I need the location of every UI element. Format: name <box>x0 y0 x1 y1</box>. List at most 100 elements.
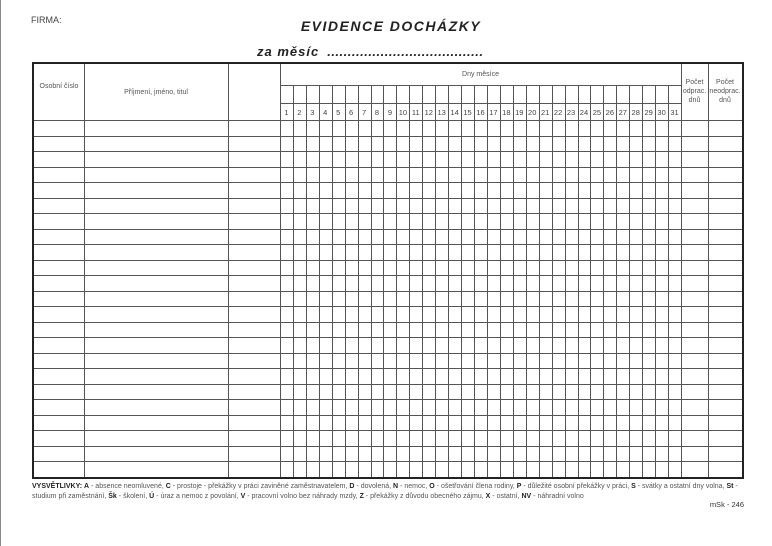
day-divider <box>552 85 553 477</box>
day-number: 13 <box>437 108 446 117</box>
day-divider <box>306 85 307 477</box>
day-number: 3 <box>310 108 315 117</box>
row-divider <box>34 353 742 354</box>
day-divider <box>461 85 462 477</box>
day-number: 15 <box>463 108 472 117</box>
legend-text: nemoc, <box>404 483 428 490</box>
day-divider <box>383 85 384 477</box>
row-divider <box>34 260 742 261</box>
legend-text: úraz a nemoc z povolání, <box>160 493 239 500</box>
day-divider <box>448 85 449 477</box>
legend-code: V <box>240 493 246 500</box>
day-divider <box>409 85 410 477</box>
row-divider <box>34 461 742 462</box>
legend-code: Z <box>359 493 364 500</box>
legend-code: D <box>349 483 355 490</box>
row-divider <box>34 182 742 183</box>
column-divider <box>280 64 281 477</box>
day-divider <box>293 85 294 477</box>
row-divider <box>34 291 742 292</box>
day-divider <box>474 85 475 477</box>
legend-code: NV <box>521 493 532 500</box>
legend-code: N <box>393 483 399 490</box>
day-number: 19 <box>515 108 524 117</box>
row-divider <box>34 384 742 385</box>
day-number: 12 <box>424 108 433 117</box>
legend-code: Šk <box>108 493 117 500</box>
header-name: Příjmení, jméno, titul <box>124 89 188 96</box>
header-bottom <box>34 120 742 121</box>
legend-text: dovolená, <box>360 483 392 490</box>
day-number: 22 <box>553 108 563 117</box>
row-divider <box>34 368 742 369</box>
day-number: 14 <box>450 108 459 117</box>
day-number: 23 <box>566 108 576 117</box>
day-number: 2 <box>297 108 302 117</box>
day-divider <box>422 85 423 477</box>
legend-text: svátky a ostatní dny volna, <box>642 483 725 490</box>
day-number: 26 <box>605 108 614 117</box>
legend-text: prostoje - překážky v práci zaviněné zam… <box>177 483 348 490</box>
day-number: 31 <box>670 108 679 117</box>
day-divider <box>435 85 436 477</box>
legend-text: ostatní, <box>496 493 520 500</box>
legend-code: P <box>516 483 522 490</box>
row-divider <box>34 198 742 199</box>
page-title: EVIDENCE DOCHÁZKY <box>300 18 482 34</box>
day-divider <box>371 85 372 477</box>
day-divider <box>655 85 656 477</box>
day-number: 30 <box>657 108 666 117</box>
column-divider <box>84 64 85 477</box>
day-number: 16 <box>476 108 485 117</box>
day-divider <box>629 85 630 477</box>
row-divider <box>34 399 742 400</box>
column-divider <box>681 64 682 477</box>
day-number: 29 <box>644 108 653 117</box>
day-number: 11 <box>411 108 420 117</box>
day-number: 20 <box>528 108 537 117</box>
header-worked-days: Počet odprac. dnů <box>682 79 707 104</box>
day-divider <box>590 85 591 477</box>
legend-text: překážky z důvodu obecného zájmu, <box>370 493 484 500</box>
day-number: 17 <box>489 108 498 117</box>
legend-code: A <box>84 483 90 490</box>
day-divider <box>332 85 333 477</box>
day-number: 27 <box>618 108 627 117</box>
header-personal-number: Osobní číslo <box>39 83 79 90</box>
day-number: 24 <box>579 108 589 117</box>
day-divider <box>396 85 397 477</box>
day-number: 8 <box>374 108 380 117</box>
legend-code: St <box>726 483 734 490</box>
day-divider <box>642 85 643 477</box>
day-divider <box>319 85 320 477</box>
day-number: 25 <box>592 108 602 117</box>
header-days: Dny měsíce <box>462 71 499 78</box>
day-number: 28 <box>631 108 640 117</box>
month-line: za měsíc................................… <box>257 44 483 59</box>
day-divider <box>565 85 566 477</box>
day-divider <box>345 85 346 477</box>
row-divider <box>34 213 742 214</box>
row-divider <box>34 151 742 152</box>
legend-code: C <box>165 483 171 490</box>
month-label: za měsíc <box>257 44 320 59</box>
legend-text: absence neomluvené, <box>95 483 164 490</box>
legend-text: náhradní volno <box>537 493 584 500</box>
day-number: 7 <box>361 108 367 117</box>
day-divider <box>358 85 359 477</box>
day-divider <box>539 85 540 477</box>
legend-text: školení, <box>123 493 148 500</box>
row-divider <box>34 322 742 323</box>
row-divider <box>34 167 742 168</box>
row-divider <box>34 446 742 447</box>
day-number: 1 <box>284 108 289 117</box>
legend-code: X <box>485 493 491 500</box>
form-code: mSk - 246 <box>709 500 744 509</box>
day-divider <box>616 85 617 477</box>
column-divider <box>708 64 709 477</box>
day-number: 18 <box>502 108 511 117</box>
row-divider <box>34 337 742 338</box>
row-divider <box>34 306 742 307</box>
month-field[interactable]: ...................................... <box>327 44 484 59</box>
day-divider <box>513 85 514 477</box>
